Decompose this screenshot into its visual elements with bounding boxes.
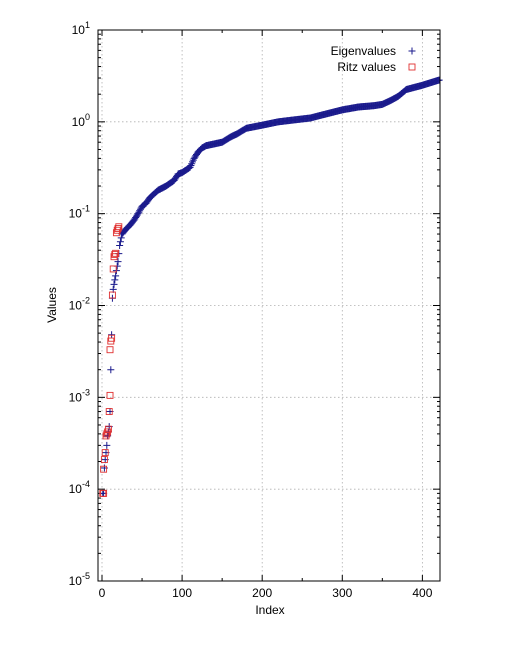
x-tick-label: 300 [332, 586, 352, 600]
y-axis-label: Values [45, 287, 59, 323]
y-tick-label: 100 [72, 112, 90, 129]
eigenvalue-point [111, 276, 119, 284]
eigenvalue-point [189, 158, 197, 166]
eigenvalue-point [188, 160, 196, 168]
y-tick-label: 10-1 [69, 204, 90, 221]
eigenvalue-point [108, 331, 116, 339]
ritz-value-point [105, 408, 113, 416]
x-tick-label: 0 [99, 586, 106, 600]
x-tick-label: 100 [172, 586, 192, 600]
y-tick-label: 10-3 [69, 387, 90, 404]
eigenvalue-point [116, 238, 124, 246]
legend-marker-ritz-values [408, 63, 416, 71]
ritz-value-point [106, 391, 114, 399]
legend-label-eigenvalues: Eigenvalues [331, 44, 396, 58]
ritz-value-point [108, 334, 116, 342]
y-tick-label: 10-5 [69, 571, 90, 588]
eigenvalue-point [114, 258, 122, 266]
legend: Eigenvalues Ritz values [331, 44, 416, 74]
eigenvalue-point [135, 208, 143, 216]
ritz-value-point [109, 265, 117, 273]
ritz-value-point [100, 465, 108, 473]
legend-plus-marker [408, 47, 416, 55]
data-points [99, 76, 443, 497]
x-tick-label: 400 [412, 586, 432, 600]
eigenvalue-point [103, 441, 111, 449]
legend-label-ritz-values: Ritz values [337, 60, 396, 74]
eigenvalue-point [110, 280, 118, 288]
eigenvalue-point [116, 242, 124, 250]
ritz-value-point [113, 226, 121, 234]
x-tick-label: 200 [252, 586, 272, 600]
ritz-value-point [102, 432, 110, 440]
ritz-value-point [112, 249, 120, 257]
eigenvalue-point [117, 234, 125, 242]
ritz-value-point [101, 449, 109, 457]
ritz-value-point [108, 291, 116, 299]
eigenvalue-point [186, 163, 194, 171]
ritz-value-point [111, 250, 119, 258]
eigenvalue-point [435, 76, 443, 84]
eigenvalue-point [112, 272, 120, 280]
eigenvalue-point [189, 156, 197, 164]
eigenvalue-point [134, 210, 142, 218]
y-tick-label: 101 [72, 20, 90, 37]
ritz-value-point [115, 223, 123, 231]
ritz-value-point [104, 425, 112, 433]
eigenvalue-point [136, 205, 144, 213]
ritz-value-point [106, 346, 114, 354]
eigenvalue-point [107, 366, 115, 374]
ritz-value-point [100, 456, 108, 464]
x-axis-label: Index [255, 603, 284, 617]
ritz-value-point [100, 489, 108, 497]
eigenvalue-point [187, 161, 195, 169]
y-tick-label: 10-2 [69, 296, 90, 313]
ritz-value-point [114, 225, 122, 232]
legend-marker-eigenvalues [408, 47, 416, 55]
grid [98, 30, 440, 581]
eigenvalue-point [136, 207, 144, 215]
plot-frame [97, 29, 441, 582]
legend-square-marker [408, 63, 416, 71]
tick-labels: 0 100 200 300 400 10-5 10-4 10-3 10-2 10-1 100 101 [69, 20, 433, 600]
ritz-value-point [103, 430, 111, 438]
y-tick-label: 10-4 [69, 479, 90, 496]
